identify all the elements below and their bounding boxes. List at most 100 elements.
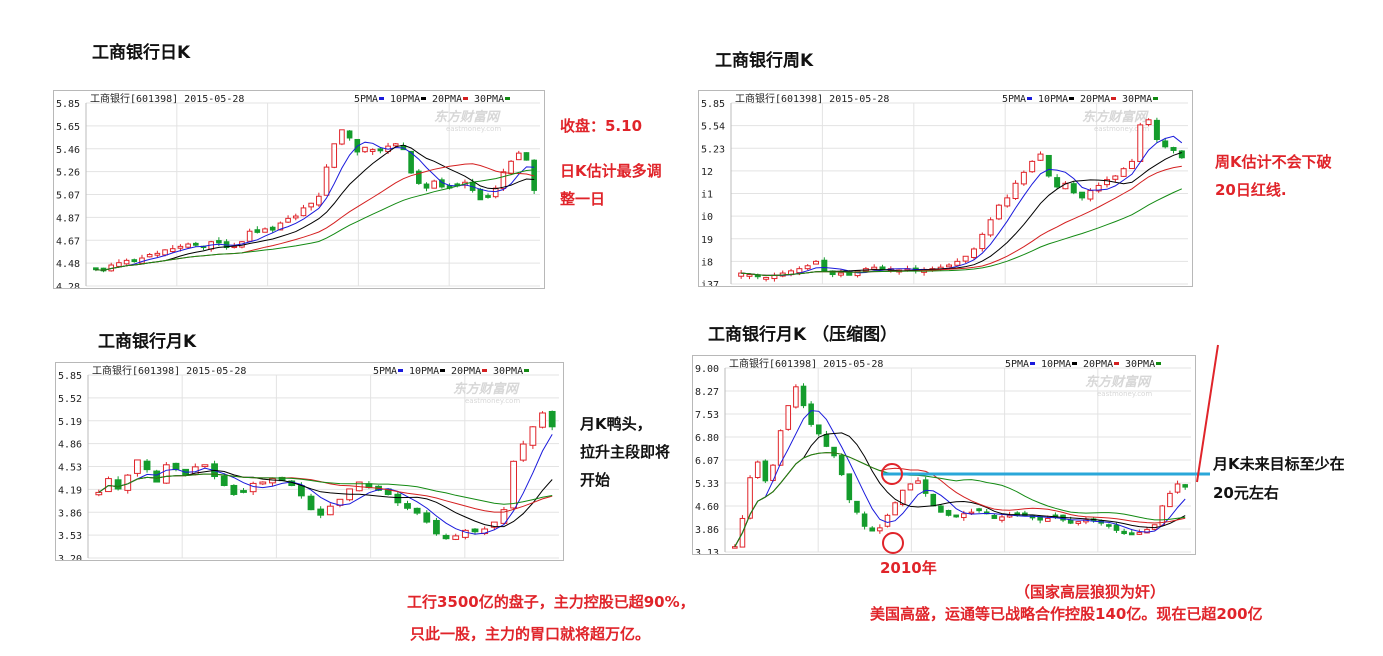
- candle-body: [1095, 184, 1102, 192]
- candle-body: [519, 443, 527, 461]
- legend-swatch: [421, 97, 426, 100]
- legend-item-30pma: 30PMA: [474, 94, 504, 105]
- candle-body: [431, 180, 437, 189]
- y-tick-label: 5.85: [58, 371, 82, 382]
- candle-body: [362, 146, 368, 153]
- candle-body: [1104, 179, 1111, 186]
- legend-item-10pma: 10PMA: [390, 94, 420, 105]
- candle-body: [1120, 168, 1127, 177]
- candle-body: [945, 509, 952, 516]
- candle-body: [154, 252, 161, 256]
- legend-item-30pma: 30PMA: [1125, 359, 1155, 370]
- y-tick-label: i0: [701, 212, 713, 223]
- y-tick-label: 4.28: [56, 282, 80, 288]
- candle-body: [754, 275, 761, 278]
- legend-swatch: [1153, 97, 1158, 100]
- candle-body: [763, 276, 770, 280]
- y-tick-label: 4.87: [56, 213, 80, 224]
- y-tick-label: 4.53: [58, 463, 82, 474]
- candle-body: [346, 130, 353, 139]
- y-tick-label: i8: [701, 257, 713, 268]
- candle-body: [879, 266, 886, 270]
- candle-body: [1087, 190, 1094, 200]
- candle-body: [515, 152, 522, 161]
- candle-body: [869, 527, 876, 532]
- legend-item-30pma: 30PMA: [493, 366, 523, 377]
- candle-body: [831, 446, 837, 457]
- candle-body: [785, 405, 792, 430]
- candle-body: [837, 272, 844, 276]
- candle-body: [1145, 119, 1152, 126]
- candle-body: [114, 479, 122, 490]
- candle-body: [193, 242, 199, 246]
- ma30-line: [95, 169, 535, 271]
- candle-body: [416, 170, 422, 184]
- candle-body: [953, 514, 959, 518]
- y-tick-label: 3.20: [58, 554, 82, 560]
- candle-body: [804, 265, 811, 270]
- ma30-line: [734, 452, 1186, 547]
- ma30-line: [741, 188, 1183, 276]
- y-tick-label: 5.33: [695, 479, 719, 490]
- candle-body: [995, 204, 1002, 220]
- candle-body: [1178, 150, 1185, 159]
- legend-swatch: [482, 369, 487, 372]
- legend-item-20pma: 20PMA: [1080, 94, 1110, 105]
- candle-body: [471, 528, 479, 533]
- legend-item-10pma: 10PMA: [1041, 359, 1071, 370]
- watermark-domain: eastmoney.com: [1094, 125, 1149, 133]
- watermark-brand: 东方财富网: [1085, 374, 1152, 390]
- y-tick-label: 4.19: [58, 485, 82, 496]
- y-tick-label: i37: [701, 280, 719, 286]
- bottom-left-note-line1: 工行3500亿的盘子，主力控股已超90%，: [407, 593, 695, 611]
- candle-body: [316, 195, 322, 206]
- candle-body: [1121, 530, 1127, 535]
- legend-item-5pma: 5PMA: [1002, 94, 1026, 105]
- y-tick-label: 3.86: [695, 525, 719, 536]
- candle-body: [738, 272, 745, 277]
- chart-header: 工商银行[601398] 2015-05-28: [735, 92, 889, 105]
- daily-kline-svg: 5.85 5.65 5.46 5.26 5.07 4.87 4.67 4.48 4.28 东方财富…: [56, 92, 540, 288]
- candle-body: [254, 229, 261, 233]
- candle-body: [377, 148, 384, 152]
- y-tick-label: 9.00: [695, 364, 719, 375]
- candle-body: [433, 519, 440, 535]
- legend-swatch: [1027, 97, 1032, 100]
- candle-body: [246, 230, 253, 242]
- candle-body: [185, 243, 191, 248]
- y-tick-label: 12: [701, 167, 713, 178]
- monthly-chart-title: 工商银行月K: [98, 332, 197, 352]
- candle-body: [1044, 517, 1051, 522]
- candle-body: [777, 430, 784, 466]
- candle-body: [323, 166, 330, 196]
- candle-body: [899, 489, 906, 505]
- monthly-kline-chart: 5.85 5.52 5.19 4.86 4.53 4.19 3.86 3.53 3.20 东方财富…: [55, 362, 564, 561]
- candle-body: [999, 516, 1005, 521]
- legend-swatch: [1030, 362, 1035, 365]
- daily-note-line1: 日K估计最多调: [560, 162, 662, 180]
- weekly-chart-title: 工商银行周K: [715, 51, 814, 71]
- watermark-domain: eastmoney.com: [1097, 390, 1152, 398]
- candle-body: [408, 150, 414, 174]
- candle-body: [821, 259, 828, 272]
- candle-body: [490, 521, 498, 528]
- candle-body: [216, 240, 222, 244]
- legend-swatch: [379, 97, 384, 100]
- candle-body: [510, 460, 517, 509]
- candle-body: [846, 473, 853, 501]
- candle-body: [123, 259, 130, 265]
- legend-item-5pma: 5PMA: [1005, 359, 1029, 370]
- candle-body: [548, 410, 556, 428]
- candle-body: [300, 207, 307, 217]
- compressed-kline-svg: 9.00 8.27 7.53 6.80 6.07 5.33 4.60 3.86 3.13 东方财富…: [695, 357, 1191, 554]
- candle-body: [854, 500, 860, 513]
- candle-body: [277, 222, 284, 231]
- legend-item-20pma: 20PMA: [432, 94, 462, 105]
- y-tick-label: 4.48: [56, 259, 80, 270]
- candle-body: [922, 479, 929, 494]
- candle-body: [884, 514, 891, 527]
- legend-item-5pma: 5PMA: [373, 366, 397, 377]
- y-tick-label: 5.46: [56, 145, 80, 156]
- candle-body: [1075, 521, 1082, 524]
- candle-body: [961, 513, 967, 519]
